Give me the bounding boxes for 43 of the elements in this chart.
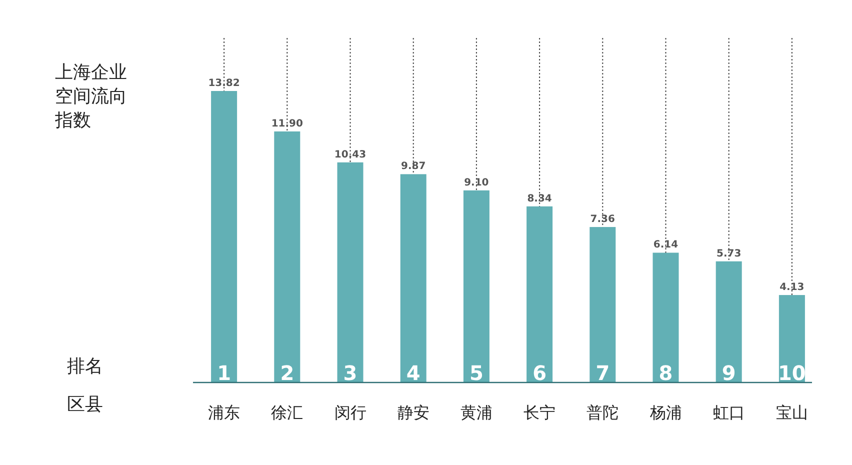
x-tick-label: 徐汇 bbox=[271, 403, 304, 422]
bar bbox=[526, 206, 553, 382]
bar bbox=[778, 295, 805, 382]
bar bbox=[400, 174, 426, 382]
x-tick-label: 静安 bbox=[397, 403, 430, 422]
annotation: 4 bbox=[406, 361, 420, 385]
bar bbox=[590, 227, 616, 382]
annotation: 7 bbox=[596, 361, 610, 385]
x-tick-label: 黄浦 bbox=[460, 403, 492, 422]
data-label: 5.73 bbox=[716, 248, 742, 260]
annotation: 5 bbox=[469, 361, 484, 385]
data-label: 11.90 bbox=[271, 118, 304, 130]
data-label: 13.82 bbox=[208, 78, 240, 89]
data-label: 7.36 bbox=[590, 214, 616, 226]
x-tick-label: 浦东 bbox=[208, 403, 240, 422]
data-label: 4.13 bbox=[780, 282, 804, 294]
annotation: 6 bbox=[532, 361, 547, 385]
annotation: 3 bbox=[343, 361, 358, 385]
annotation: 9 bbox=[722, 361, 736, 385]
x-tick-label: 长宁 bbox=[524, 403, 556, 422]
annotation: 1 bbox=[217, 361, 232, 385]
data-label: 9.10 bbox=[464, 177, 489, 188]
bar bbox=[337, 162, 364, 382]
text: 区县 bbox=[67, 394, 103, 415]
annotation: 2 bbox=[280, 361, 294, 385]
chart-title: 上海企业空间流向指数 bbox=[54, 62, 127, 131]
data-label: 9.87 bbox=[401, 161, 426, 172]
bar bbox=[652, 252, 679, 382]
annotation: 8 bbox=[658, 361, 673, 385]
annotation: 10 bbox=[778, 361, 806, 385]
data-label: 10.43 bbox=[334, 149, 366, 160]
data-label: 6.14 bbox=[653, 240, 678, 251]
bar bbox=[716, 261, 742, 382]
x-tick-label: 宝山 bbox=[776, 403, 808, 422]
x-tick-label: 闵行 bbox=[334, 403, 366, 422]
bar bbox=[463, 190, 490, 382]
x-tick-label: 普陀 bbox=[586, 403, 619, 422]
data-label: 8.34 bbox=[527, 193, 552, 204]
bar bbox=[274, 131, 300, 382]
x-tick-label: 虹口 bbox=[712, 403, 745, 422]
bar bbox=[211, 91, 238, 382]
x-tick-label: 杨浦 bbox=[648, 403, 682, 422]
text: 排名 bbox=[67, 356, 103, 377]
